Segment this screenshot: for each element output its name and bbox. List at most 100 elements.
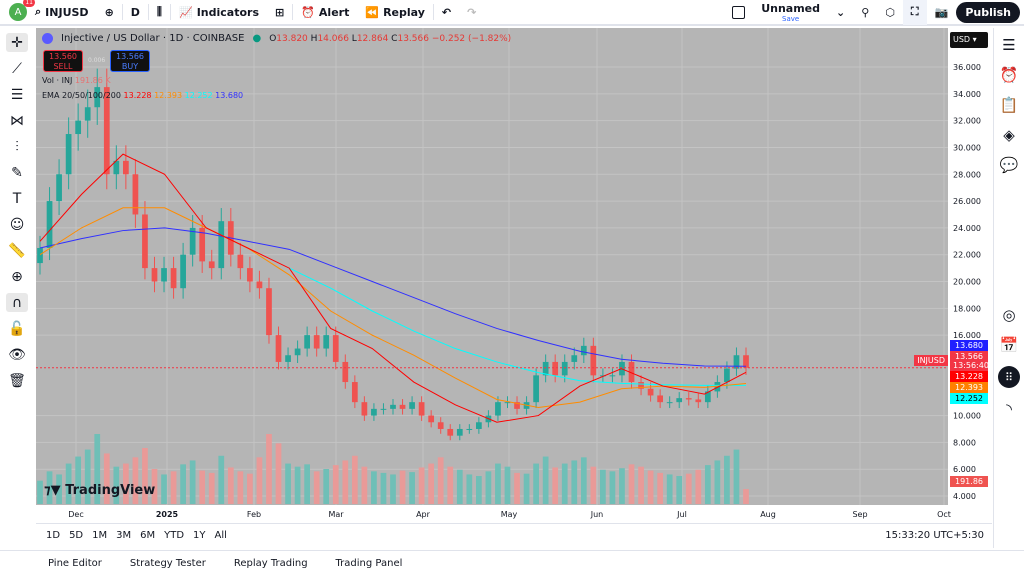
templates-button[interactable]: ⊞	[267, 0, 292, 25]
symbol-title[interactable]: Injective / US Dollar · 1D · COINBASE	[61, 33, 245, 44]
divider	[121, 4, 123, 20]
details-icon[interactable]: 📋	[999, 96, 1019, 114]
crosshair-icon[interactable]: ✛	[6, 33, 28, 52]
divider	[147, 4, 149, 20]
ema-label: EMA 20/50/100/200	[42, 91, 121, 100]
symbol-label: INJUSD	[45, 5, 89, 19]
trash-icon[interactable]: 🗑	[8, 372, 26, 389]
sell-button[interactable]: 13.560 SELL	[43, 50, 83, 72]
volume-bar	[447, 466, 454, 504]
change-value: −0.252 (−1.82%)	[431, 33, 512, 44]
currency-select[interactable]: USD ▾	[950, 32, 988, 48]
x-tick-label: Mar	[328, 510, 344, 519]
x-tick-label: Jul	[676, 510, 687, 519]
snapshot-button[interactable]: 📷	[927, 0, 957, 25]
brush-icon[interactable]: ✎	[11, 164, 23, 181]
calendar-icon[interactable]: 📅	[999, 336, 1019, 354]
watchlist-icon[interactable]: ☰	[1002, 36, 1016, 54]
volume-bar	[609, 471, 616, 504]
publish-button[interactable]: Publish	[956, 1, 1020, 23]
volume-label: Vol · INJ	[42, 76, 73, 85]
fullscreen-button[interactable]: ⛶	[902, 0, 927, 25]
tab-pine-editor[interactable]: Pine Editor	[48, 558, 102, 569]
ema200-value: 13.680	[215, 91, 244, 100]
watermark-text: TradingView	[65, 483, 156, 498]
volume-bar	[456, 469, 463, 504]
layout-menu[interactable]: ⌄	[828, 0, 853, 25]
range-5d[interactable]: 5D	[69, 530, 84, 541]
fullscreen-icon: ⛶	[910, 5, 919, 18]
candle	[75, 120, 82, 135]
undo-button[interactable]: ↶	[434, 0, 459, 25]
range-all[interactable]: All	[214, 530, 227, 541]
range-1m[interactable]: 1M	[92, 530, 108, 541]
trend-line-icon[interactable]: ⟋	[12, 60, 22, 77]
tab-trading-panel[interactable]: Trading Panel	[335, 558, 403, 569]
avatar-letter: A	[14, 6, 22, 18]
magnet-icon[interactable]: ∩	[6, 293, 28, 312]
alarm-clock-icon[interactable]: ⏰	[999, 66, 1019, 84]
search-icon: ⌕	[35, 5, 42, 18]
price-chart[interactable]: 4.000 6.000 8.000 10.000 16.000 18.000 20.000 2…	[36, 28, 992, 522]
layers-icon[interactable]: ◈	[1003, 126, 1015, 144]
lock-icon[interactable]: 🔓	[8, 320, 26, 337]
alert-button[interactable]: ⏰ Alert	[293, 0, 357, 25]
buy-button[interactable]: 13.566 BUY	[110, 50, 150, 72]
sell-label: SELL	[53, 62, 73, 71]
range-ytd[interactable]: YTD	[164, 530, 185, 541]
ruler-icon[interactable]: 📏	[8, 242, 26, 259]
avatar[interactable]: A 11	[9, 0, 35, 21]
symbol-search[interactable]: ⌕ INJUSD	[27, 0, 97, 25]
last-price-label: 13.566 13:56:40	[950, 351, 989, 371]
volume-bar	[180, 464, 186, 504]
volume-bar	[342, 460, 349, 504]
ema200-line	[39, 227, 747, 367]
settings-button[interactable]: ⬡	[877, 0, 903, 25]
tab-strategy-tester[interactable]: Strategy Tester	[129, 558, 206, 569]
range-1d[interactable]: 1D	[46, 530, 61, 541]
candle	[256, 281, 263, 289]
pattern-icon[interactable]: ⋈	[10, 112, 24, 129]
broadcast-icon[interactable]: ◝	[1006, 400, 1012, 418]
redo-button[interactable]: ↷	[459, 0, 484, 25]
volume-bar	[552, 467, 559, 504]
candle	[647, 388, 654, 396]
currency-value: USD	[953, 35, 971, 44]
chart-type-button[interactable]: ⫼	[149, 0, 170, 25]
volume-bar	[619, 468, 625, 504]
candle	[103, 87, 110, 175]
compare-button[interactable]: ⊕	[97, 0, 122, 25]
volume-bar	[285, 463, 291, 504]
y-tick-label: 30.000	[953, 143, 981, 152]
zoom-in-icon[interactable]: ⊕	[11, 268, 23, 285]
emoji-icon[interactable]: ☺	[9, 216, 25, 233]
candle	[561, 361, 568, 376]
interval-button[interactable]: D	[130, 5, 140, 19]
volume-bar	[227, 467, 234, 504]
text-icon[interactable]: T	[12, 190, 22, 207]
fib-icon[interactable]: ☰	[10, 86, 24, 103]
candle	[609, 375, 616, 377]
apps-icon[interactable]: ⠿	[998, 366, 1020, 388]
undo-icon: ↶	[441, 5, 452, 19]
clock[interactable]: 15:33:20 UTC+5:30	[885, 530, 984, 541]
layout-name-button[interactable]: Unnamed Save	[753, 0, 828, 25]
forecast-icon[interactable]: ⫶	[15, 138, 19, 155]
volume-bar	[542, 456, 549, 504]
quick-search-button[interactable]: ⚲	[853, 0, 877, 25]
range-6m[interactable]: 6M	[140, 530, 156, 541]
y-tick-label: 32.000	[953, 117, 981, 126]
eye-icon[interactable]: 👁	[8, 346, 26, 363]
range-3m[interactable]: 3M	[116, 530, 132, 541]
range-1y[interactable]: 1Y	[193, 530, 206, 541]
volume-bar	[189, 460, 196, 504]
layout-toggle[interactable]	[724, 0, 753, 25]
tab-replay-trading[interactable]: Replay Trading	[233, 558, 308, 569]
replay-button[interactable]: ⏪ Replay	[357, 0, 433, 25]
candles-icon: ⫼	[156, 5, 162, 18]
volume-bar	[638, 466, 644, 504]
indicators-button[interactable]: 📈 Indicators	[171, 0, 267, 25]
chat-icon[interactable]: 💬	[999, 156, 1019, 174]
target-icon[interactable]: ◎	[1002, 306, 1016, 324]
y-tick-label: 16.000	[953, 331, 981, 340]
